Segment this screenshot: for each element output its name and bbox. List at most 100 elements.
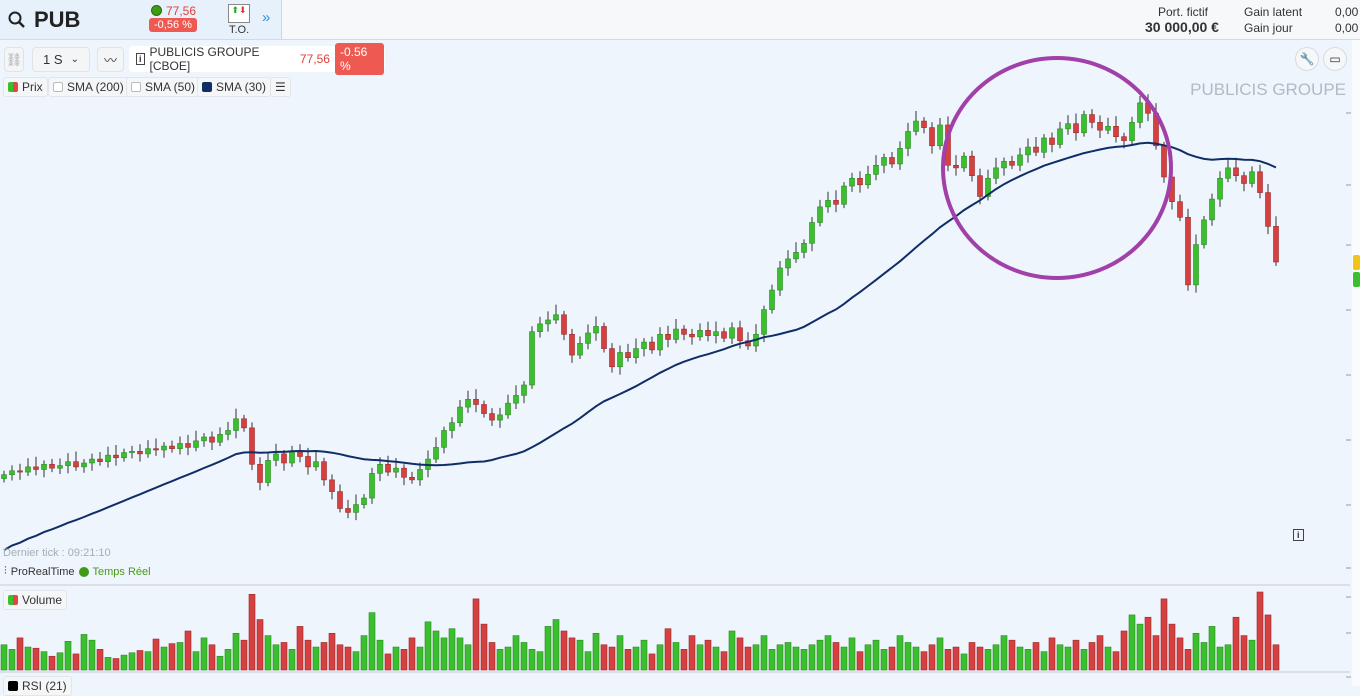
candle xyxy=(1225,167,1231,179)
source-label: ProRealTime xyxy=(10,565,75,578)
volume-bar xyxy=(824,635,832,671)
volume-bar xyxy=(304,639,312,671)
volume-bar xyxy=(40,651,48,671)
volume-bar xyxy=(488,642,496,671)
period-value: 1 S xyxy=(43,52,63,67)
legend-prix[interactable]: Prix xyxy=(3,77,48,97)
legend-sma-30[interactable]: SMA (30) xyxy=(197,77,272,97)
volume-bar xyxy=(424,621,432,671)
volume-bar xyxy=(152,638,160,671)
candle xyxy=(865,174,871,186)
volume-bar xyxy=(688,635,696,671)
period-select[interactable]: 1 S ⌄ xyxy=(32,47,90,72)
link-icon[interactable]: ⛓ xyxy=(4,47,24,72)
info-icon[interactable]: i xyxy=(1293,529,1304,541)
volume-bar xyxy=(720,651,728,671)
volume-bar xyxy=(1072,639,1080,671)
window-icon[interactable]: ▭ xyxy=(1323,47,1347,71)
volume-bar xyxy=(16,637,24,671)
candle xyxy=(769,289,775,310)
volume-bar xyxy=(832,642,840,671)
volume-bar xyxy=(640,639,648,671)
candle xyxy=(97,458,103,462)
sma-30-line xyxy=(3,141,1277,551)
top-bar: PUB 77,56 -0,56 % ⬆⬇ T.O. » Port. fictif… xyxy=(0,0,1360,40)
volume-bar xyxy=(1056,644,1064,671)
candle xyxy=(761,309,767,335)
symbol-input[interactable]: PUB xyxy=(34,7,81,32)
volume-bar xyxy=(224,649,232,671)
candle xyxy=(953,164,959,169)
volume-color-icon xyxy=(8,595,18,605)
candle xyxy=(457,406,463,423)
candle xyxy=(649,341,655,351)
candle xyxy=(9,470,15,475)
candle xyxy=(169,445,175,449)
candle xyxy=(505,402,511,416)
search-icon[interactable] xyxy=(8,11,26,29)
candle xyxy=(321,461,327,481)
volume-bar xyxy=(760,635,768,671)
candle xyxy=(1113,125,1119,137)
candle xyxy=(1017,154,1023,166)
volume-bar xyxy=(480,623,488,671)
legend-sma-200[interactable]: SMA (200) xyxy=(48,77,129,97)
volume-bar xyxy=(1232,616,1240,671)
volume-bar xyxy=(56,652,64,671)
info-icon[interactable]: i xyxy=(136,53,145,65)
instrument-change-badge: -0.56 % xyxy=(334,43,384,75)
candle xyxy=(393,467,399,473)
volume-bar xyxy=(584,651,592,671)
candle xyxy=(633,348,639,358)
volume-bar xyxy=(440,637,448,671)
instrument-name: PUBLICIS GROUPE [CBOE] xyxy=(149,45,260,73)
rsi-color-icon xyxy=(8,681,18,691)
volume-bar xyxy=(1160,598,1168,671)
volume-bar xyxy=(1256,591,1264,671)
legend-label: SMA (30) xyxy=(216,80,267,94)
volume-bar xyxy=(1032,642,1040,671)
candle xyxy=(1,474,7,479)
candle xyxy=(361,497,367,505)
realtime-label: Temps Réel xyxy=(92,565,151,578)
order-ticket-icon[interactable]: ⬆⬇ xyxy=(228,4,250,23)
order-ticket-label[interactable]: T.O. xyxy=(229,24,250,36)
volume-bar xyxy=(744,646,752,671)
candle xyxy=(801,242,807,253)
legend-rsi[interactable]: RSI (21) xyxy=(3,676,72,696)
checkbox-icon[interactable] xyxy=(131,82,141,92)
candle xyxy=(833,200,839,205)
volume-bar xyxy=(8,649,16,671)
gain-latent-label: Gain latent xyxy=(1244,5,1303,19)
volume-bar xyxy=(1224,644,1232,671)
wrench-icon[interactable]: 🔧 xyxy=(1295,47,1319,71)
candle xyxy=(1121,136,1127,141)
legend-volume[interactable]: Volume xyxy=(3,590,68,610)
candle xyxy=(729,327,735,339)
candle xyxy=(1201,219,1207,245)
candle xyxy=(777,267,783,291)
double-chevron-right-icon[interactable]: » xyxy=(262,9,271,26)
volume-bar xyxy=(808,644,816,671)
candle xyxy=(385,463,391,473)
candle xyxy=(353,504,359,513)
gain-jour-label: Gain jour xyxy=(1244,21,1293,35)
candle xyxy=(529,331,535,386)
candle xyxy=(521,384,527,396)
checkbox-icon[interactable] xyxy=(53,82,63,92)
volume-bar xyxy=(872,639,880,671)
legend-sma-50[interactable]: SMA (50) xyxy=(126,77,201,97)
annotation-circle xyxy=(941,56,1173,280)
candle xyxy=(65,461,71,466)
volume-bar xyxy=(888,646,896,671)
candle xyxy=(1265,192,1271,227)
list-icon[interactable]: ☰ xyxy=(270,77,291,97)
volume-bar xyxy=(568,637,576,671)
volume-bar xyxy=(176,642,184,671)
indicators-icon[interactable]: 〰 xyxy=(97,47,124,72)
volume-bar xyxy=(64,641,72,671)
volume-bar xyxy=(712,646,720,671)
candle xyxy=(697,330,703,338)
candle xyxy=(721,331,727,339)
